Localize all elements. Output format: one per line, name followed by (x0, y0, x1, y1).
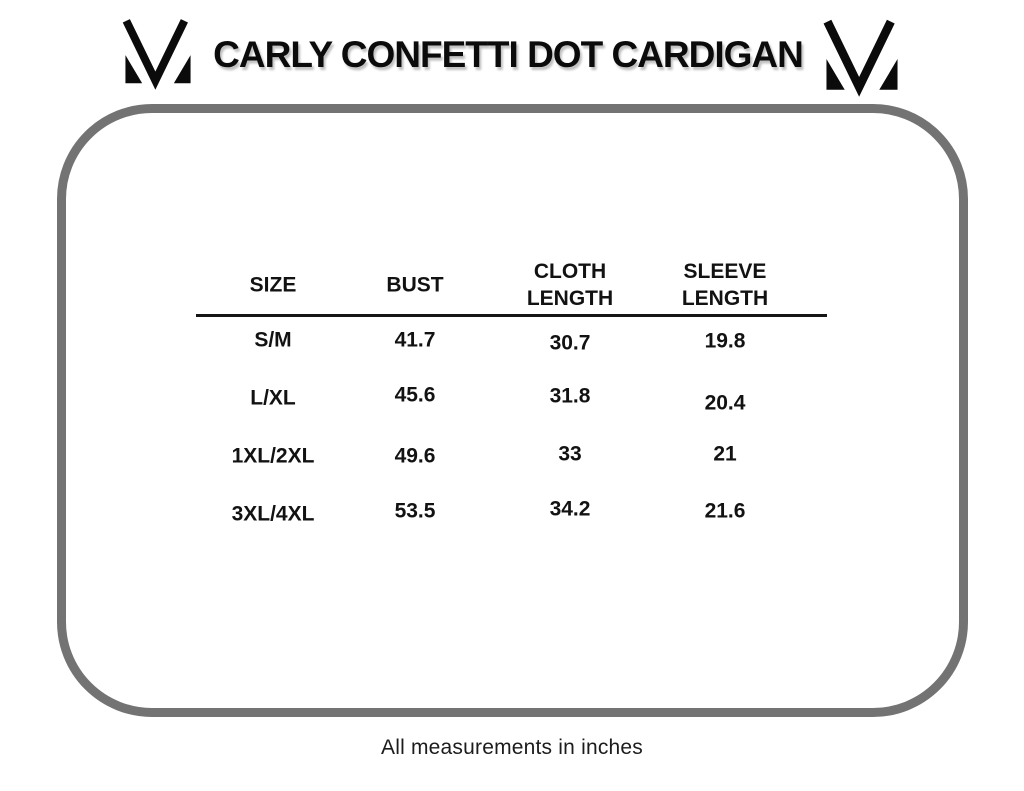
sleeve-length-value: 20.4 (704, 391, 746, 415)
column-header-bust: BUST (386, 273, 444, 297)
header-divider-line (196, 314, 827, 317)
brand-monogram-icon (823, 19, 898, 97)
header: CARLY CONFETTI DOT CARDIGAN (0, 0, 1024, 110)
size-label: 1XL/2XL (231, 444, 315, 468)
bust-value: 41.7 (394, 328, 436, 352)
size-label: 3XL/4XL (231, 502, 315, 526)
bust-value: 53.5 (394, 499, 436, 523)
cloth-length-value: 34.2 (549, 497, 591, 521)
column-header-sleeve-length: SLEEVE LENGTH (681, 260, 769, 310)
cloth-length-value: 31.8 (549, 384, 591, 408)
brand-monogram-icon (122, 19, 191, 90)
cloth-length-value: 33 (558, 442, 582, 466)
page-title: CARLY CONFETTI DOT CARDIGAN (213, 34, 804, 75)
bust-value: 45.6 (394, 383, 436, 407)
units-note: All measurements in inches (381, 736, 643, 759)
chart-panel-border (57, 104, 968, 717)
size-table: SIZE BUST CLOTH LENGTH SLEEVE LENGTH S/M… (196, 256, 827, 556)
column-header-size: SIZE (249, 273, 297, 297)
bust-value: 49.6 (394, 444, 436, 468)
cloth-length-value: 30.7 (549, 331, 591, 355)
column-header-cloth-length: CLOTH LENGTH (526, 260, 614, 310)
size-label: L/XL (250, 386, 296, 410)
size-label: S/M (254, 328, 292, 352)
sleeve-length-value: 21.6 (704, 499, 746, 523)
sleeve-length-value: 19.8 (704, 329, 746, 353)
sleeve-length-value: 21 (713, 442, 737, 466)
